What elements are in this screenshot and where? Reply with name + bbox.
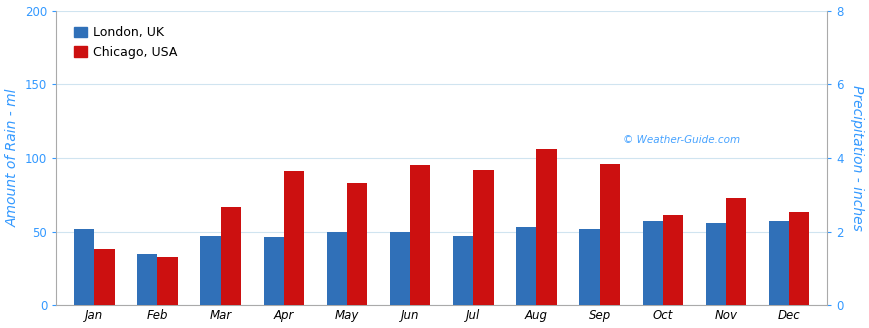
Bar xyxy=(473,170,493,305)
Bar xyxy=(579,229,599,305)
Bar xyxy=(283,171,303,305)
Bar xyxy=(725,198,746,305)
Bar xyxy=(347,183,367,305)
Y-axis label: Amount of Rain - ml: Amount of Rain - ml xyxy=(5,89,19,227)
Bar xyxy=(94,249,115,305)
Bar xyxy=(389,232,409,305)
Bar xyxy=(536,149,556,305)
Bar xyxy=(263,237,283,305)
Legend: London, UK, Chicago, USA: London, UK, Chicago, USA xyxy=(70,23,181,62)
Bar xyxy=(453,236,473,305)
Bar xyxy=(599,164,620,305)
Bar xyxy=(200,236,221,305)
Text: © Weather-Guide.com: © Weather-Guide.com xyxy=(622,135,740,145)
Bar xyxy=(515,227,536,305)
Bar xyxy=(157,256,177,305)
Bar xyxy=(327,232,347,305)
Bar xyxy=(137,254,157,305)
Bar xyxy=(768,221,788,305)
Bar xyxy=(662,215,682,305)
Bar xyxy=(409,165,430,305)
Bar xyxy=(705,223,725,305)
Bar xyxy=(74,229,94,305)
Bar xyxy=(221,207,241,305)
Bar xyxy=(642,221,662,305)
Bar xyxy=(788,213,808,305)
Y-axis label: Precipitation - inches: Precipitation - inches xyxy=(850,85,864,231)
